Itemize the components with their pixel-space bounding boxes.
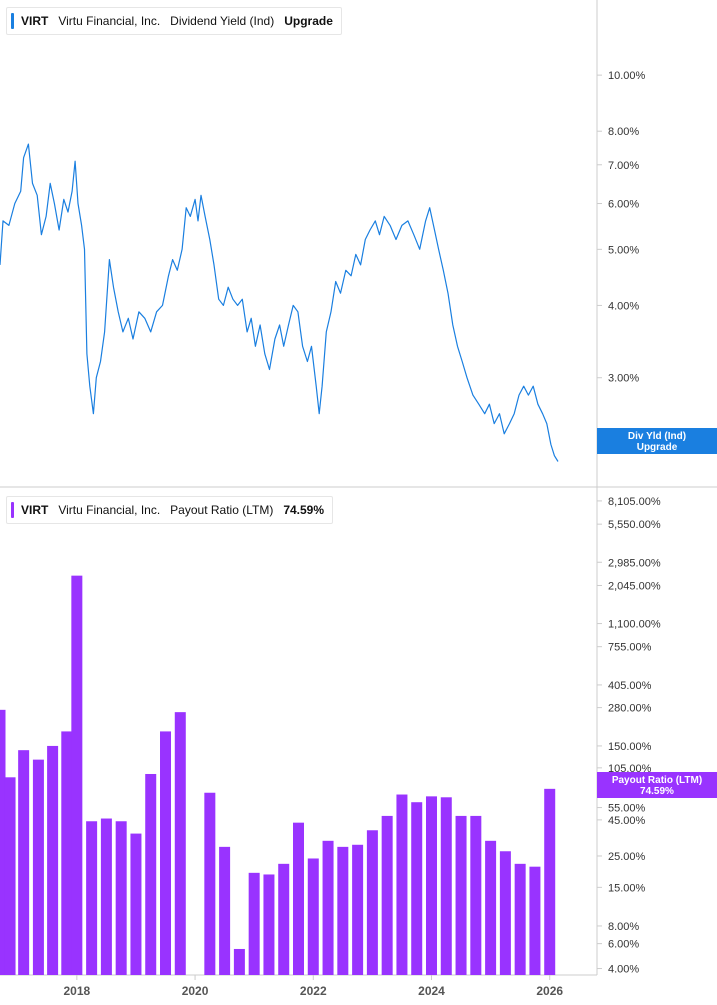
- legend-company: Virtu Financial, Inc.: [58, 14, 161, 28]
- legend-value[interactable]: Upgrade: [284, 14, 333, 28]
- payout-bar: [47, 745, 59, 975]
- payout-bar: [130, 833, 142, 975]
- payout-bar: [71, 575, 83, 975]
- y-tick-label: 8.00%: [608, 126, 639, 138]
- y-tick-label: 8,105.00%: [608, 496, 661, 508]
- payout-bar: [425, 796, 437, 975]
- payout-bar: [18, 750, 30, 975]
- x-tick-label: 2018: [63, 984, 90, 998]
- payout-bar: [514, 863, 526, 975]
- legend-swatch-dividend: [11, 13, 14, 29]
- payout-bar: [86, 821, 98, 975]
- payout-bar: [248, 872, 260, 975]
- payout-bar: [4, 777, 16, 975]
- payout-bar: [233, 948, 245, 975]
- y-tick-label: 3.00%: [608, 373, 639, 385]
- y-tick-label: 10.00%: [608, 70, 646, 82]
- payout-bar: [440, 797, 452, 975]
- payout-bar: [455, 815, 467, 975]
- payout-callout-label: Payout Ratio (LTM): [612, 775, 702, 786]
- legend-swatch-payout: [11, 502, 14, 518]
- y-tick-label: 4.00%: [608, 964, 639, 976]
- y-tick-label: 7.00%: [608, 160, 639, 172]
- y-tick-label: 6.00%: [608, 199, 639, 211]
- payout-bar: [278, 863, 290, 975]
- payout-callout-value: 74.59%: [640, 786, 674, 797]
- y-tick-label: 55.00%: [608, 803, 646, 815]
- y-tick-label: 15.00%: [608, 882, 646, 894]
- payout-bar: [544, 788, 556, 975]
- payout-bar: [352, 844, 364, 975]
- y-tick-label: 45.00%: [608, 815, 646, 827]
- y-tick-label: 5.00%: [608, 244, 639, 256]
- x-tick-label: 2024: [418, 984, 445, 998]
- payout-bar: [337, 846, 349, 975]
- payout-bar: [219, 846, 231, 975]
- payout-bar: [529, 866, 541, 975]
- legend-symbol: VIRT: [21, 14, 49, 28]
- payout-bar: [322, 840, 334, 975]
- payout-bar: [499, 851, 511, 975]
- dividend-callout-value: Upgrade: [637, 442, 678, 453]
- payout-bar: [61, 731, 73, 975]
- payout-bar: [204, 792, 216, 975]
- y-tick-label: 405.00%: [608, 680, 652, 692]
- payout-bar: [0, 709, 6, 975]
- payout-bar: [263, 874, 275, 975]
- y-tick-label: 755.00%: [608, 642, 652, 654]
- y-tick-label: 105.00%: [608, 763, 652, 775]
- payout-bar: [411, 802, 423, 975]
- payout-bar: [366, 830, 378, 975]
- payout-bar: [293, 822, 304, 975]
- legend-metric: Payout Ratio (LTM): [170, 503, 274, 517]
- payout-bar: [396, 794, 408, 975]
- payout-bar: [307, 858, 319, 975]
- y-tick-label: 6.00%: [608, 939, 639, 951]
- payout-bar: [174, 712, 186, 975]
- x-tick-label: 2020: [182, 984, 209, 998]
- payout-callout: [597, 772, 717, 798]
- legend-company: Virtu Financial, Inc.: [58, 503, 161, 517]
- payout-bar: [32, 759, 44, 975]
- y-tick-label: 2,985.00%: [608, 557, 661, 569]
- x-tick-label: 2022: [300, 984, 327, 998]
- payout-bar: [485, 840, 497, 975]
- y-tick-label: 5,550.00%: [608, 519, 661, 531]
- payout-bar: [145, 773, 157, 975]
- legend-dividend-yield[interactable]: VIRT Virtu Financial, Inc. Dividend Yiel…: [6, 7, 342, 35]
- legend-value: 74.59%: [283, 503, 325, 517]
- payout-bar: [160, 731, 172, 975]
- y-tick-label: 2,045.00%: [608, 580, 661, 592]
- y-tick-label: 4.00%: [608, 300, 639, 312]
- x-tick-label: 2026: [536, 984, 563, 998]
- y-tick-label: 8.00%: [608, 921, 639, 933]
- payout-bar: [470, 815, 482, 975]
- payout-bar: [115, 821, 127, 975]
- payout-bar: [381, 815, 393, 975]
- y-tick-label: 1,100.00%: [608, 619, 661, 631]
- legend-symbol: VIRT: [21, 503, 49, 517]
- dividend-callout-label: Div Yld (Ind): [628, 431, 686, 442]
- payout-bar: [100, 818, 112, 975]
- y-tick-label: 280.00%: [608, 703, 652, 715]
- dividend-callout: [597, 428, 717, 454]
- y-tick-label: 25.00%: [608, 851, 646, 863]
- legend-metric: Dividend Yield (Ind): [170, 14, 275, 28]
- legend-payout-ratio[interactable]: VIRT Virtu Financial, Inc. Payout Ratio …: [6, 496, 334, 524]
- y-tick-label: 150.00%: [608, 741, 652, 753]
- dividend-yield-line: [0, 143, 559, 462]
